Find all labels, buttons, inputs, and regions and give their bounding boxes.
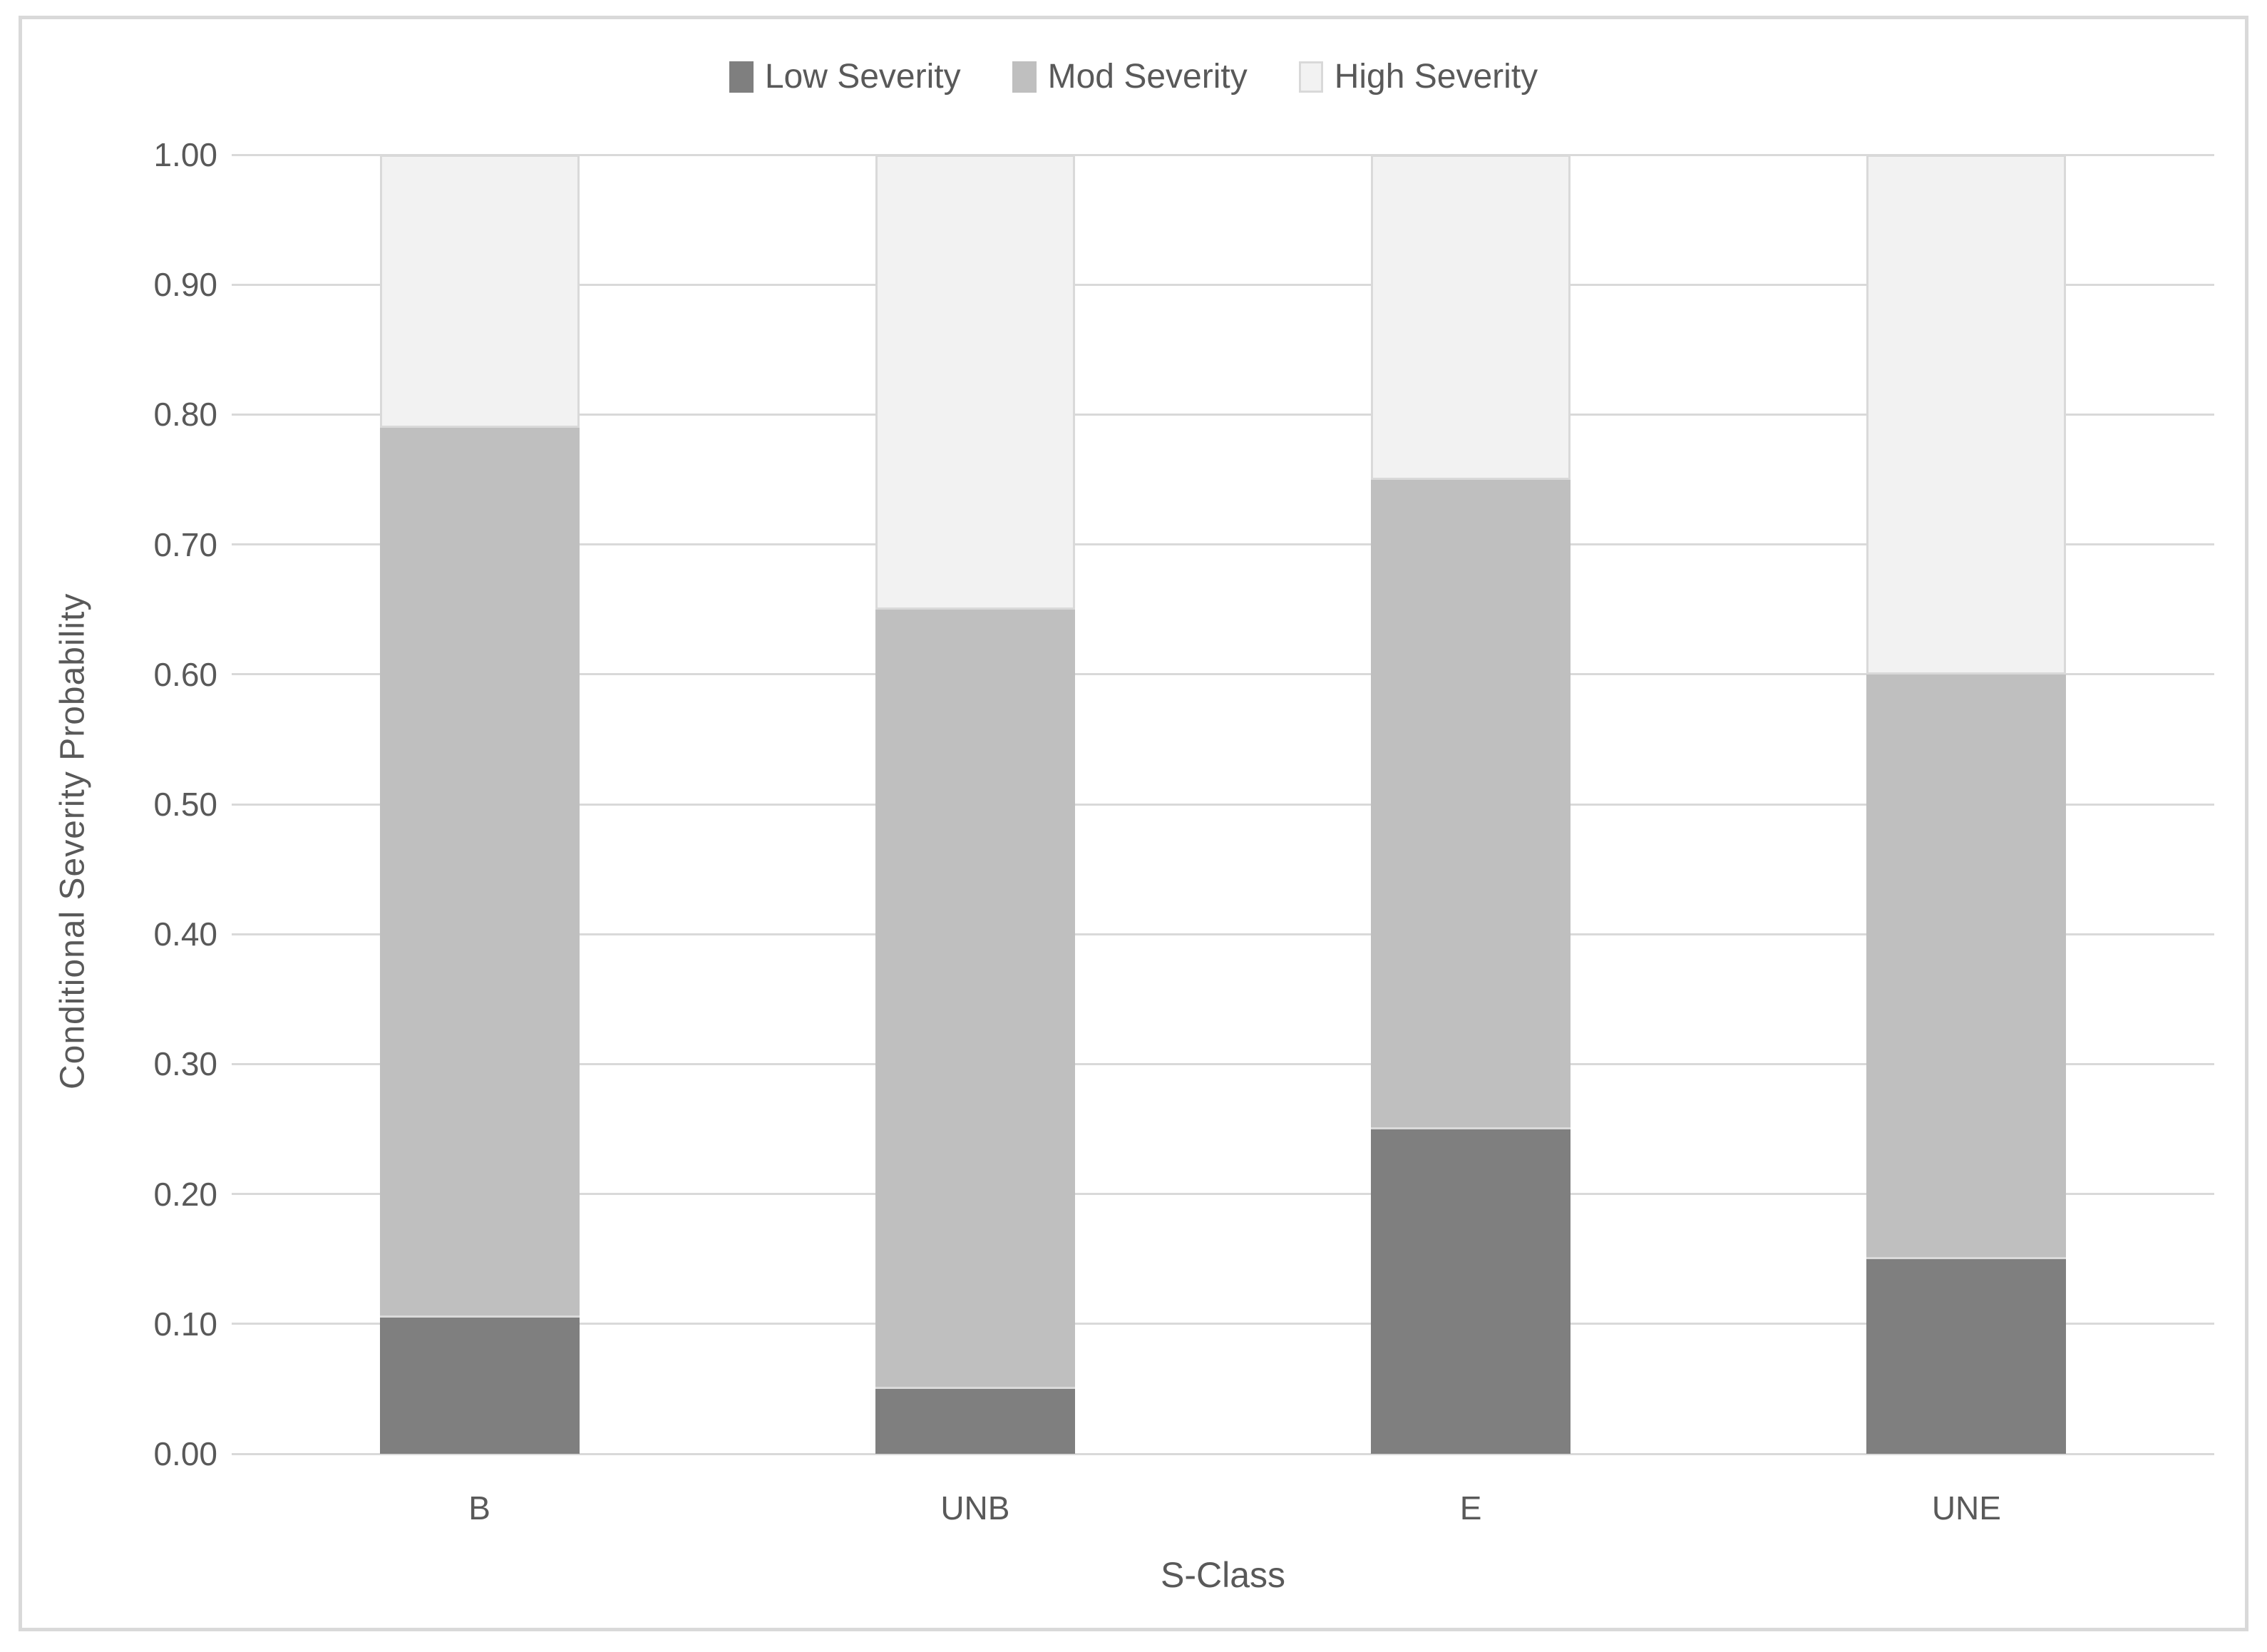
x-axis-title: S-Class	[1160, 1555, 1286, 1595]
y-tick-label: 0.20	[153, 1175, 217, 1213]
x-tick-label-b: B	[468, 1489, 490, 1527]
gridline-0.60	[232, 673, 2214, 676]
y-tick-label: 0.30	[153, 1045, 217, 1083]
bar-segment-high-severity-b	[379, 155, 580, 428]
gridline-0.50	[232, 803, 2214, 806]
legend-label: Mod Severity	[1047, 58, 1248, 96]
gridline-0.00	[232, 1452, 2214, 1455]
legend-label: High Severity	[1334, 58, 1538, 96]
legend-item-mod-severity: Mod Severity	[1012, 60, 1248, 94]
gridline-0.10	[232, 1323, 2214, 1325]
bar-b	[379, 155, 580, 1454]
legend-swatch-icon	[729, 61, 754, 93]
gridline-1.00	[232, 153, 2214, 156]
bar-segment-low-severity-unb	[875, 1388, 1075, 1454]
y-tick-label: 0.00	[153, 1435, 217, 1472]
bar-segment-low-severity-b	[379, 1317, 580, 1454]
y-tick-label: 0.10	[153, 1305, 217, 1343]
legend-swatch-icon	[1012, 61, 1037, 93]
x-tick-label-une: UNE	[1931, 1489, 2001, 1527]
y-tick-label: 0.70	[153, 525, 217, 563]
legend-swatch-icon	[1298, 61, 1323, 93]
gridline-0.90	[232, 283, 2214, 286]
bar-segment-high-severity-une	[1866, 155, 2067, 674]
y-tick-label: 0.90	[153, 266, 217, 304]
bar-segment-mod-severity-unb	[875, 609, 1075, 1389]
gridline-0.80	[232, 413, 2214, 416]
gridline-0.20	[232, 1193, 2214, 1196]
y-tick-label: 0.40	[153, 915, 217, 953]
y-tick-label: 0.80	[153, 396, 217, 433]
legend-item-high-severity: High Severity	[1298, 58, 1538, 96]
bar-segment-low-severity-e	[1371, 1129, 1571, 1454]
bar-e	[1371, 155, 1571, 1454]
bar-une	[1866, 155, 2067, 1454]
plot-area: 0.00 0.10 0.20 0.30 0.40 0.50 0.60 0.70 0.80 0.90…	[153, 138, 2214, 1470]
bar-unb	[875, 155, 1075, 1454]
gridline-0.30	[232, 1062, 2214, 1065]
legend: Low Severity Mod Severity High Severity	[0, 48, 2267, 106]
bar-segment-mod-severity-une	[1866, 674, 2067, 1259]
gridline-0.70	[232, 543, 2214, 546]
bar-segment-mod-severity-e	[1371, 479, 1571, 1129]
bar-segment-mod-severity-b	[379, 427, 580, 1318]
bar-segment-high-severity-unb	[875, 155, 1075, 610]
legend-label: Low Severity	[764, 58, 961, 96]
y-axis-title: Conditional Severity Probability	[53, 592, 92, 1090]
y-tick-label: 1.00	[153, 136, 217, 173]
x-tick-label-unb: UNB	[940, 1489, 1010, 1527]
bar-segment-high-severity-e	[1371, 155, 1571, 480]
x-tick-label-e: E	[1459, 1489, 1482, 1527]
y-tick-label: 0.60	[153, 655, 217, 693]
gridline-0.40	[232, 933, 2214, 935]
bar-segment-low-severity-une	[1866, 1258, 2067, 1454]
legend-item-low-severity: Low Severity	[729, 60, 961, 94]
y-tick-label: 0.50	[153, 786, 217, 823]
